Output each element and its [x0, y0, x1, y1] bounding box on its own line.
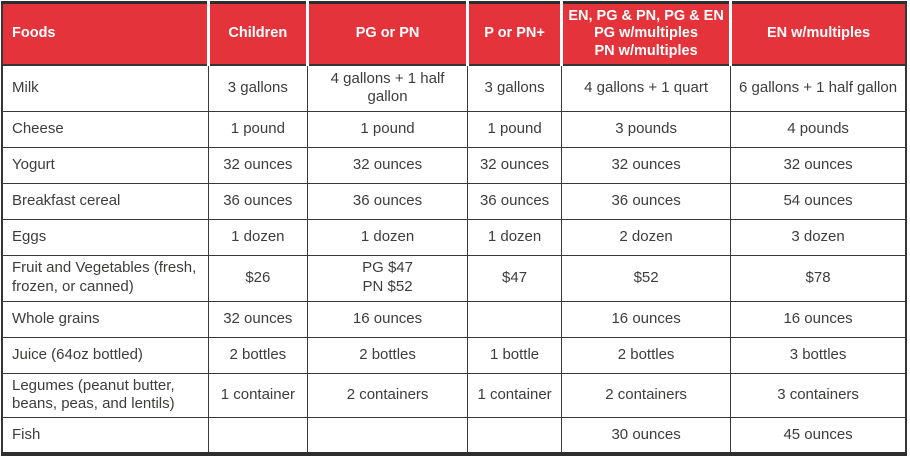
column-header-en-w-multiples: EN w/multiples: [729, 2, 906, 67]
value-cell: 1 pound: [207, 110, 309, 148]
table-row-juice: Juice (64oz bottled) 2 bottles 2 bottles…: [1, 336, 907, 374]
value-cell: 16 ounces: [561, 300, 732, 338]
value-cell: 1 pound: [467, 110, 563, 148]
food-name-cell: Juice (64oz bottled): [1, 336, 209, 374]
food-name-cell: Fruit and Vegetables (fresh, frozen, or …: [1, 254, 209, 302]
column-header-en-pg-pn-multiples: EN, PG & PN, PG & EN PG w/multiples PN w…: [560, 2, 731, 67]
value-cell: 2 dozen: [561, 218, 732, 256]
table-header: Foods Children PG or PN P or PN+ EN, PG …: [2, 2, 906, 67]
value-cell: 32 ounces: [207, 300, 309, 338]
value-cell: $47: [467, 254, 563, 302]
value-cell: 45 ounces: [730, 417, 907, 455]
value-cell: $52: [561, 254, 732, 302]
table-row-whole-grains: Whole grains 32 ounces 16 ounces 16 ounc…: [1, 300, 907, 338]
value-cell: 4 gallons + 1 half gallon: [307, 64, 469, 112]
value-cell: 3 containers: [730, 372, 907, 419]
food-name-cell: Milk: [1, 64, 209, 112]
value-cell: 1 bottle: [467, 336, 563, 374]
column-header-foods: Foods: [2, 2, 209, 67]
value-cell: 2 bottles: [207, 336, 309, 374]
value-cell: $26: [207, 254, 309, 302]
value-cell: 4 pounds: [730, 110, 907, 148]
food-name-cell: Whole grains: [1, 300, 209, 338]
food-name-cell: Eggs: [1, 218, 209, 256]
table-row-yogurt: Yogurt 32 ounces 32 ounces 32 ounces 32 …: [1, 146, 907, 184]
value-cell: 3 gallons: [207, 64, 309, 112]
value-cell: 2 containers: [561, 372, 732, 419]
table-row-milk: Milk 3 gallons 4 gallons + 1 half gallon…: [1, 64, 907, 112]
food-name-cell: Breakfast cereal: [1, 182, 209, 220]
value-cell: 6 gallons + 1 half gallon: [730, 64, 907, 112]
table-row-legumes: Legumes (peanut butter, beans, peas, and…: [1, 372, 907, 419]
value-cell: 36 ounces: [307, 182, 469, 220]
value-cell: [467, 417, 563, 455]
table-row-fish: Fish 30 ounces 45 ounces: [1, 417, 907, 455]
value-cell: 2 containers: [307, 372, 469, 419]
value-cell: 1 dozen: [307, 218, 469, 256]
table-row-eggs: Eggs 1 dozen 1 dozen 1 dozen 2 dozen 3 d…: [1, 218, 907, 256]
value-cell: 3 bottles: [730, 336, 907, 374]
value-cell: 1 dozen: [467, 218, 563, 256]
column-header-p-or-pn-plus: P or PN+: [466, 2, 562, 67]
value-cell: 2 bottles: [561, 336, 732, 374]
value-cell: 32 ounces: [730, 146, 907, 184]
food-name-cell: Legumes (peanut butter, beans, peas, and…: [1, 372, 209, 419]
value-cell: 16 ounces: [730, 300, 907, 338]
value-cell: 1 container: [207, 372, 309, 419]
value-cell: 2 bottles: [307, 336, 469, 374]
value-cell: [207, 417, 309, 455]
food-name-cell: Yogurt: [1, 146, 209, 184]
value-cell: 32 ounces: [467, 146, 563, 184]
value-cell: 30 ounces: [561, 417, 732, 455]
value-cell: 54 ounces: [730, 182, 907, 220]
value-cell: 1 dozen: [207, 218, 309, 256]
value-cell: 32 ounces: [207, 146, 309, 184]
column-header-pg-or-pn: PG or PN: [306, 2, 468, 67]
value-cell: 1 pound: [307, 110, 469, 148]
value-cell: 3 dozen: [730, 218, 907, 256]
value-cell: 16 ounces: [307, 300, 469, 338]
table-row-breakfast-cereal: Breakfast cereal 36 ounces 36 ounces 36 …: [1, 182, 907, 220]
value-cell: 3 pounds: [561, 110, 732, 148]
value-cell: 3 gallons: [467, 64, 563, 112]
value-cell: [467, 300, 563, 338]
food-name-cell: Fish: [1, 417, 209, 455]
value-cell: $78: [730, 254, 907, 302]
table-row-cheese: Cheese 1 pound 1 pound 1 pound 3 pounds …: [1, 110, 907, 148]
table-row-fruit-and-vegetables: Fruit and Vegetables (fresh, frozen, or …: [1, 254, 907, 302]
value-cell: 4 gallons + 1 quart: [561, 64, 732, 112]
value-cell: [307, 417, 469, 455]
value-cell: 32 ounces: [307, 146, 469, 184]
food-benefits-table: Foods Children PG or PN P or PN+ EN, PG …: [1, 1, 907, 456]
column-header-children: Children: [206, 2, 308, 67]
value-cell: 36 ounces: [207, 182, 309, 220]
value-cell: 36 ounces: [467, 182, 563, 220]
header-row: Foods Children PG or PN P or PN+ EN, PG …: [2, 2, 906, 67]
food-name-cell: Cheese: [1, 110, 209, 148]
value-cell: 32 ounces: [561, 146, 732, 184]
value-cell: PG $47 PN $52: [307, 254, 469, 302]
value-cell: 36 ounces: [561, 182, 732, 220]
value-cell: 1 container: [467, 372, 563, 419]
table-body: Milk 3 gallons 4 gallons + 1 half gallon…: [1, 64, 907, 455]
